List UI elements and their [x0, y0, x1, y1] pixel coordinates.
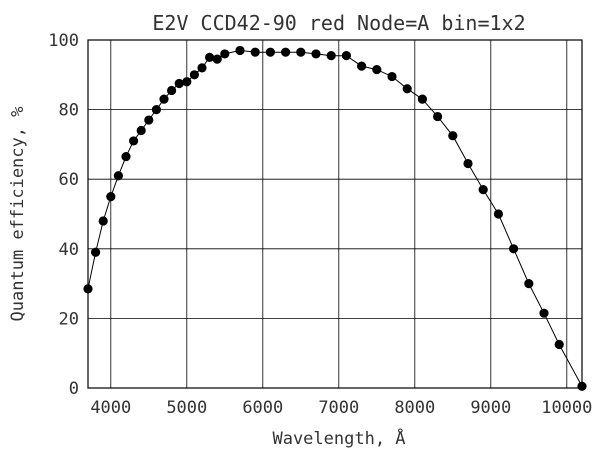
data-point	[372, 64, 382, 75]
plot-frame	[87, 39, 583, 389]
x-axis-label: Wavelength, Å	[272, 427, 405, 449]
data-point	[281, 47, 291, 57]
y-tick-labels: 0 20 40 60 80 100	[48, 31, 79, 399]
data-point	[113, 171, 123, 181]
data-point	[357, 61, 367, 71]
data-point	[136, 125, 146, 136]
data-point	[220, 49, 230, 59]
x-tick-label: 6000	[242, 398, 283, 418]
data-point	[577, 381, 587, 391]
data-point	[197, 63, 207, 73]
x-tick-label: 7000	[318, 398, 359, 418]
data-point	[387, 71, 397, 82]
y-tick-label: 40	[59, 240, 79, 260]
data-point	[83, 284, 93, 294]
data-point	[296, 47, 306, 57]
y-tick-label: 100	[48, 31, 79, 51]
y-tick-label: 60	[59, 170, 79, 190]
data-point	[524, 279, 534, 289]
data-point	[174, 78, 184, 89]
data-point	[448, 131, 458, 141]
data-point	[539, 308, 549, 318]
x-tick-label: 8000	[394, 398, 435, 418]
x-tick-label: 10000	[541, 398, 592, 418]
data-point	[151, 105, 161, 115]
data-point	[554, 339, 564, 350]
data-point	[144, 115, 154, 125]
data-point	[478, 185, 488, 195]
x-tick-label: 5000	[166, 398, 207, 418]
data-point	[250, 47, 260, 57]
data-point	[265, 47, 275, 57]
data-point	[417, 94, 427, 104]
y-tick-label: 0	[69, 379, 79, 399]
chart-title: E2V CCD42-90 red Node=A bin=1x2	[152, 11, 525, 35]
data-point	[463, 158, 473, 169]
series-markers	[83, 45, 587, 391]
y-tick-label: 80	[59, 101, 79, 121]
data-point	[121, 151, 131, 162]
data-point	[326, 51, 336, 61]
data-point	[106, 192, 116, 202]
data-point	[91, 247, 101, 257]
grid-lines	[88, 39, 582, 389]
data-point	[433, 111, 443, 122]
data-point	[311, 49, 321, 59]
data-point	[98, 216, 108, 226]
data-point	[159, 94, 169, 104]
data-point	[167, 85, 177, 96]
x-tick-label: 9000	[470, 398, 511, 418]
data-point	[493, 209, 503, 219]
data-point	[182, 77, 192, 87]
x-tick-labels: 4000 5000 6000 7000 8000 9000 10000	[90, 398, 592, 418]
data-point	[235, 45, 245, 56]
data-point	[205, 52, 215, 63]
data-point	[212, 54, 222, 64]
data-point	[129, 136, 139, 146]
data-point	[341, 51, 351, 61]
data-point	[508, 244, 519, 254]
y-axis-label: Quantum efficiency, %	[8, 107, 28, 322]
data-point	[402, 84, 412, 94]
data-point	[189, 70, 199, 80]
x-tick-label: 4000	[90, 398, 131, 418]
y-tick-label: 20	[59, 309, 79, 329]
